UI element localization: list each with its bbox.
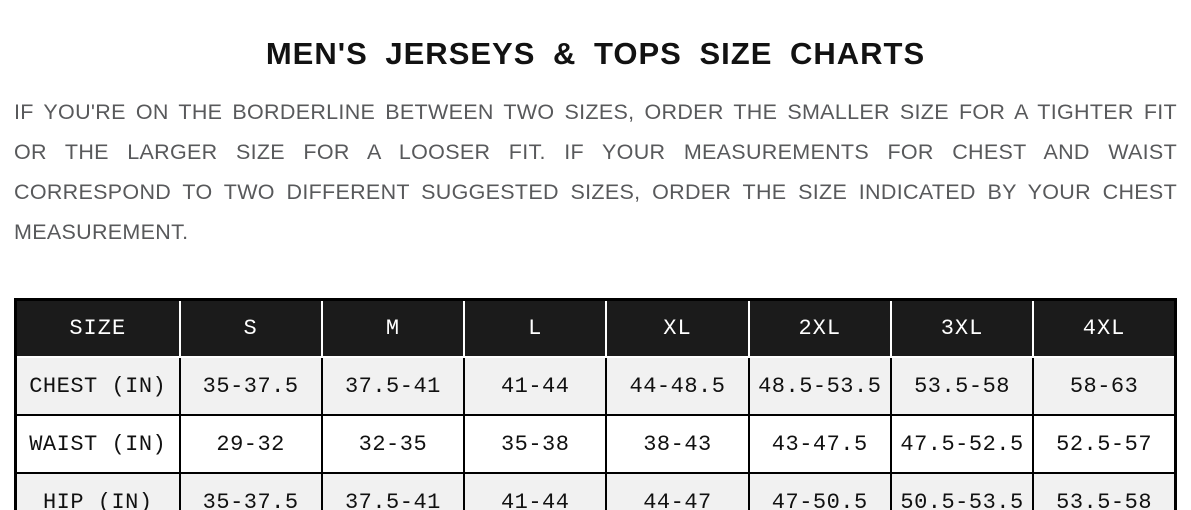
table-row-waist: WAIST (IN) 29-32 32-35 35-38 38-43 43-47…: [14, 414, 1177, 474]
column-header-4xl: 4XL: [1032, 298, 1177, 358]
column-header-xl: XL: [605, 298, 750, 358]
table-cell: 37.5-41: [320, 356, 466, 416]
table-cell: 44-48.5: [605, 356, 750, 416]
table-cell: 47-50.5: [747, 472, 892, 510]
table-cell: 52.5-57: [1032, 414, 1177, 474]
table-cell: 29-32: [178, 414, 323, 474]
column-header-l: L: [463, 298, 608, 358]
column-header-m: M: [320, 298, 466, 358]
table-row-hip: HIP (IN) 35-37.5 37.5-41 41-44 44-47 47-…: [14, 472, 1177, 510]
row-label-chest: CHEST (IN): [14, 356, 181, 416]
table-cell: 35-37.5: [178, 356, 323, 416]
table-cell: 48.5-53.5: [747, 356, 892, 416]
table-cell: 58-63: [1032, 356, 1177, 416]
row-label-waist: WAIST (IN): [14, 414, 181, 474]
table-cell: 35-37.5: [178, 472, 323, 510]
table-cell: 43-47.5: [747, 414, 892, 474]
table-cell: 44-47: [605, 472, 750, 510]
table-cell: 50.5-53.5: [889, 472, 1035, 510]
table-cell: 47.5-52.5: [889, 414, 1035, 474]
table-cell: 32-35: [320, 414, 466, 474]
column-header-2xl: 2XL: [747, 298, 892, 358]
page-title: MEN'S JERSEYS & TOPS SIZE CHARTS: [265, 36, 926, 71]
intro-paragraph: IF YOU'RE ON THE BORDERLINE BETWEEN TWO …: [14, 100, 1177, 244]
table-cell: 53.5-58: [889, 356, 1035, 416]
table-cell: 35-38: [463, 414, 608, 474]
table-cell: 53.5-58: [1032, 472, 1177, 510]
size-chart-table: SIZE S M L XL 2XL 3XL 4XL CHEST (IN) 35-…: [14, 298, 1177, 510]
column-header-3xl: 3XL: [889, 298, 1035, 358]
column-header-s: S: [178, 298, 323, 358]
table-row-chest: CHEST (IN) 35-37.5 37.5-41 41-44 44-48.5…: [14, 356, 1177, 416]
table-cell: 41-44: [463, 472, 608, 510]
row-label-hip: HIP (IN): [14, 472, 181, 510]
table-cell: 41-44: [463, 356, 608, 416]
header-row: SIZE S M L XL 2XL 3XL 4XL: [14, 298, 1177, 358]
column-header-size: SIZE: [14, 298, 181, 358]
table-cell: 38-43: [605, 414, 750, 474]
table-cell: 37.5-41: [320, 472, 466, 510]
